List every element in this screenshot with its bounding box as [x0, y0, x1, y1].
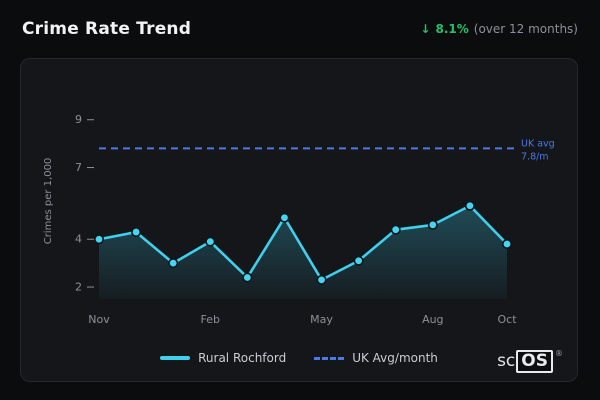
x-tick-label: Feb	[201, 313, 220, 326]
x-tick-label: Nov	[88, 313, 110, 326]
legend-label: Rural Rochford	[198, 351, 287, 365]
y-tick-label: 7	[75, 161, 82, 174]
logo-boxed: OS	[516, 350, 553, 373]
y-tick-label: 9	[75, 113, 82, 126]
line-swatch-icon	[160, 356, 191, 360]
data-point-marker	[390, 224, 401, 235]
data-point-marker	[94, 234, 105, 245]
dashed-swatch-icon	[314, 356, 345, 360]
chart-area: 2 4 7 9 Crimes per 1,000 UK avg 7.8/m Nov Feb May…	[27, 61, 573, 333]
x-tick-label: Oct	[497, 313, 517, 326]
uk-avg-label: UK avg	[521, 138, 555, 149]
scos-logo: sc OS ®	[497, 350, 563, 373]
uk-avg-value: 7.8/m	[521, 151, 549, 162]
legend-item-rural-rochford[interactable]: Rural Rochford	[160, 351, 286, 365]
data-point-marker	[168, 258, 179, 269]
logo-prefix: sc	[497, 351, 516, 371]
trend-value: 8.1%	[435, 22, 469, 36]
chart-card: 2 4 7 9 Crimes per 1,000 UK avg 7.8/m Nov Feb May…	[20, 58, 578, 382]
data-point-marker	[279, 212, 290, 223]
y-axis-label: Crimes per 1,000	[43, 158, 54, 245]
crime-trend-chart: 2 4 7 9 Crimes per 1,000 UK avg 7.8/m Nov Feb May…	[43, 113, 555, 326]
data-point-marker	[131, 227, 142, 238]
data-point-marker	[316, 274, 327, 285]
series-line	[97, 204, 509, 282]
x-tick-label: May	[310, 313, 333, 326]
registered-mark: ®	[555, 349, 563, 358]
data-point-marker	[242, 272, 253, 283]
legend-item-uk-avg[interactable]: UK Avg/month	[314, 351, 438, 365]
y-tick-label: 2	[75, 281, 82, 294]
y-tick-label: 4	[75, 233, 82, 246]
trend-caption: (over 12 months)	[473, 22, 578, 36]
header: Crime Rate Trend ↓ 8.1% (over 12 months)	[0, 0, 600, 58]
legend-label: UK Avg/month	[352, 351, 438, 365]
data-point-marker	[501, 239, 512, 250]
data-point-marker	[427, 219, 438, 230]
data-point-marker	[464, 200, 475, 211]
data-point-marker	[353, 255, 364, 266]
trend-arrow-icon: ↓	[420, 22, 431, 36]
page-title: Crime Rate Trend	[22, 19, 192, 39]
x-tick-label: Aug	[422, 313, 443, 326]
trend-indicator: ↓ 8.1% (over 12 months)	[420, 22, 578, 36]
chart-legend: Rural Rochford UK Avg/month	[21, 351, 577, 365]
data-point-marker	[205, 236, 216, 247]
